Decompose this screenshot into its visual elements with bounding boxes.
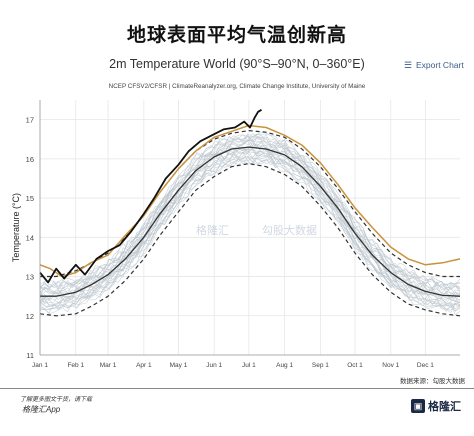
y-tick-label: 17: [26, 116, 34, 125]
y-tick-label: 16: [26, 155, 34, 164]
x-tick-label: May 1: [170, 362, 188, 369]
x-tick-label: Nov 1: [382, 362, 399, 369]
app-name: 格隆汇App: [22, 405, 61, 414]
ensemble-line: [39, 132, 461, 288]
ensemble-line: [39, 156, 461, 312]
ensemble-line: [39, 133, 461, 290]
lower-2sigma-line: [39, 163, 461, 317]
data-source-note: 数据来源：勾股大数据: [400, 378, 465, 385]
y-axis-label: Temperature (°C): [11, 193, 21, 262]
x-tick-label: Sep 1: [312, 362, 329, 369]
ensemble-line: [39, 147, 461, 304]
export-chart-button[interactable]: ☰ Export Chart: [404, 60, 464, 71]
y-tick-label: 12: [26, 312, 34, 321]
ensemble-line: [39, 151, 461, 308]
export-chart-label: Export Chart: [416, 60, 464, 70]
brand-logo: ▣ 格隆汇: [411, 398, 461, 414]
x-tick-label: Jan 1: [32, 362, 48, 369]
x-tick-label: Feb 1: [67, 362, 84, 369]
ensemble-line: [39, 156, 461, 312]
watermark-text: 勾股大数据: [262, 224, 317, 237]
mean-line: [40, 146, 461, 297]
ensemble-line: [39, 157, 461, 314]
hamburger-menu-icon: ☰: [404, 60, 413, 70]
qr-hint: 了解更多图文干货，请下载: [20, 397, 93, 403]
chart-subtitle: NCEP CFSV2/CFSR | ClimateReanalyzer.org,…: [108, 83, 366, 90]
x-tick-label: Jun 1: [206, 362, 222, 369]
logo-icon: ▣: [411, 399, 425, 413]
x-tick-label: Jul 1: [242, 362, 256, 369]
logo-text: 格隆汇: [428, 400, 461, 413]
x-tick-label: Dec 1: [417, 362, 434, 369]
plot-area: [40, 100, 460, 355]
ensemble-line: [39, 136, 461, 295]
x-tick-label: Aug 1: [276, 362, 293, 369]
y-tick-label: 15: [26, 194, 34, 203]
headline: 地球表面平均气温创新高: [126, 24, 347, 46]
watermark-logo: 格隆汇: [196, 224, 229, 237]
y-tick-label: 11: [26, 351, 34, 360]
chart-title: 2m Temperature World (90°S–90°N, 0–360°E…: [109, 57, 365, 71]
footer-divider: [0, 388, 474, 389]
y-tick-label: 14: [26, 233, 34, 242]
y-tick-label: 13: [26, 273, 34, 282]
x-tick-label: Apr 1: [136, 362, 152, 369]
upper-2sigma-line: [40, 130, 460, 278]
current-year-line: [39, 109, 262, 284]
ensemble-line: [39, 151, 461, 311]
x-tick-label: Oct 1: [347, 362, 363, 369]
x-tick-label: Mar 1: [100, 362, 117, 369]
